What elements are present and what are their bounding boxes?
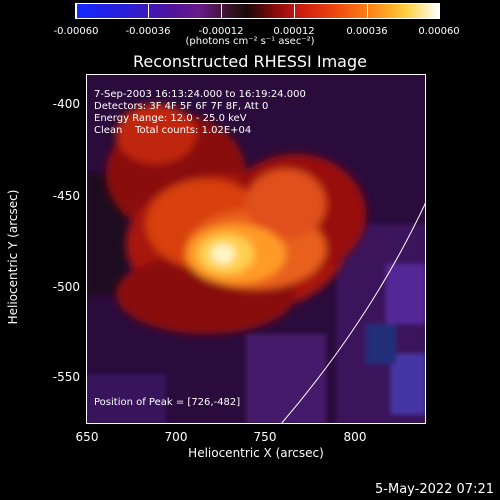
image-title: Reconstructed RHESSI Image bbox=[133, 52, 367, 71]
x-tick-label: 700 bbox=[164, 430, 188, 444]
colorbar-tick bbox=[294, 3, 295, 19]
rhessi-image bbox=[86, 74, 426, 424]
x-tick-label: 800 bbox=[343, 430, 367, 444]
info-peak: Position of Peak = [726,-482] bbox=[94, 397, 241, 408]
image-canvas bbox=[86, 74, 426, 424]
info-time: 7-Sep-2003 16:13:24.000 to 16:19:24.000 bbox=[94, 89, 306, 100]
info-clean: Clean Total counts: 1.02E+04 bbox=[94, 125, 252, 136]
footer-date: 5-May-2022 07:21 bbox=[375, 482, 494, 497]
background-mottle bbox=[86, 174, 426, 424]
x-axis-label: Heliocentric X (arcsec) bbox=[188, 446, 324, 460]
emission-region bbox=[106, 104, 366, 334]
colorbar: -0.00060 -0.00036 -0.00012 0.00012 0.000… bbox=[54, 3, 460, 37]
y-tick-label: -450 bbox=[52, 189, 80, 203]
info-energy: Energy Range: 12.0 - 25.0 keV bbox=[94, 113, 247, 124]
x-tick-label: 650 bbox=[75, 430, 99, 444]
x-tick-label: 750 bbox=[253, 430, 277, 444]
colorbar-label: -0.00036 bbox=[125, 26, 171, 37]
colorbar-tick bbox=[221, 3, 222, 19]
colorbar-label: -0.00012 bbox=[198, 26, 244, 37]
y-tick-label: -400 bbox=[52, 97, 80, 111]
y-tick-label: -500 bbox=[52, 280, 80, 294]
colorbar-tick bbox=[367, 3, 368, 19]
y-tick-label: -550 bbox=[52, 370, 80, 384]
colorbar-tick bbox=[148, 3, 149, 19]
colorbar-label: 0.00012 bbox=[273, 26, 315, 37]
colorbar-label: 0.00036 bbox=[346, 26, 388, 37]
solar-limb bbox=[280, 201, 426, 424]
colorbar-tick bbox=[439, 3, 440, 19]
info-detectors: Detectors: 3F 4F 5F 6F 7F 8F, Att 0 bbox=[94, 101, 269, 112]
y-axis-label: Heliocentric Y (arcsec) bbox=[6, 189, 20, 325]
colorbar-label: -0.00060 bbox=[53, 26, 99, 37]
colorbar-units: (photons cm⁻² s⁻¹ asec⁻²) bbox=[185, 36, 315, 47]
colorbar-label: 0.00060 bbox=[418, 26, 460, 37]
colorbar-tick bbox=[76, 3, 77, 19]
